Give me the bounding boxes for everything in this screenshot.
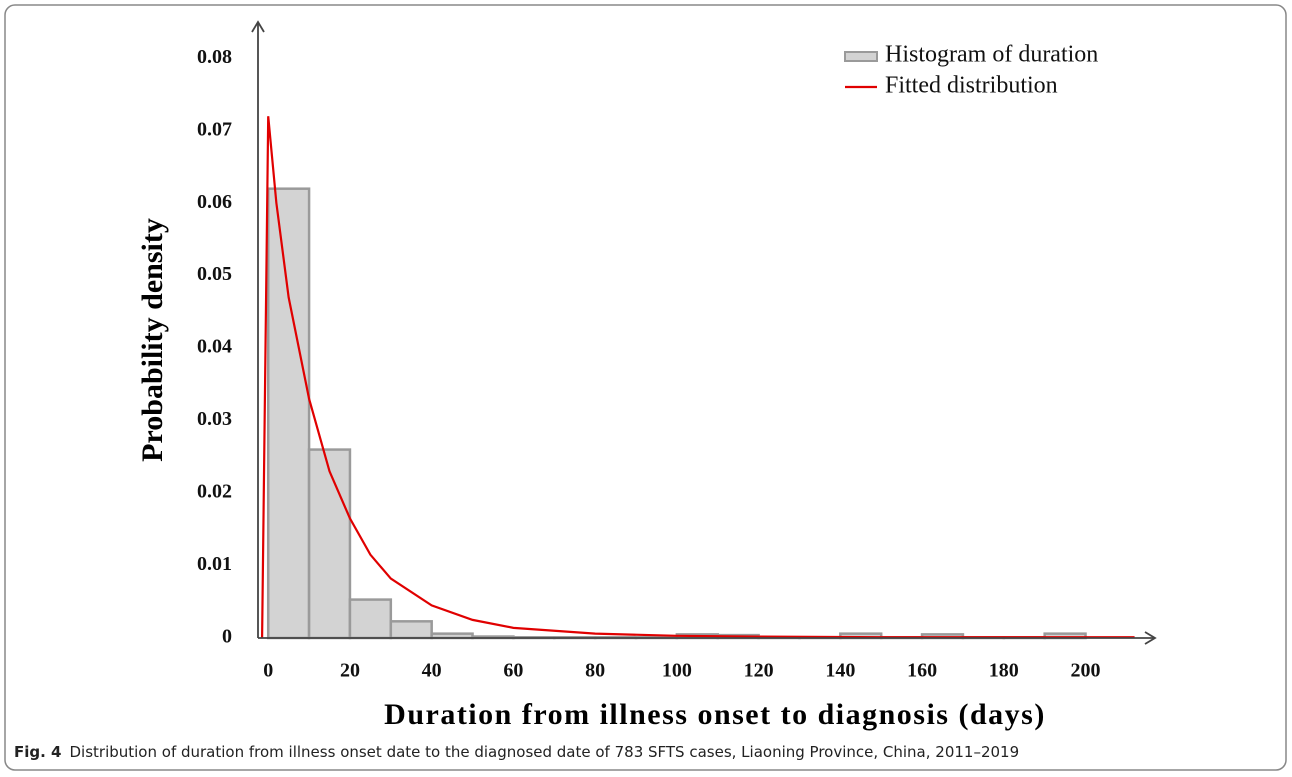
y-tick-label: 0.06 xyxy=(197,191,232,213)
histogram-bar xyxy=(307,448,352,640)
y-tick-label: 0.03 xyxy=(197,408,232,430)
x-tick-label: 180 xyxy=(989,660,1019,682)
y-axis-label: Probability density xyxy=(136,218,169,462)
legend-label: Fitted distribution xyxy=(885,73,1058,99)
x-tick-label: 40 xyxy=(422,660,442,682)
caption: Fig. 4 Distribution of duration from illn… xyxy=(14,743,1019,761)
x-tick-label: 200 xyxy=(1071,660,1101,682)
legend-label: Histogram of duration xyxy=(885,42,1098,68)
frame xyxy=(4,4,1287,771)
x-tick-label: 100 xyxy=(662,660,692,682)
x-tick-label: 140 xyxy=(825,660,855,682)
histogram-bar xyxy=(348,598,393,640)
histogram-bar xyxy=(266,187,311,640)
x-tick-label: 60 xyxy=(503,660,523,682)
y-tick-label: 0.04 xyxy=(197,336,232,358)
x-tick-label: 80 xyxy=(585,660,605,682)
fitted-line xyxy=(260,116,1135,639)
y-tick-label: 0.02 xyxy=(197,481,232,503)
y-tick-label: 0.05 xyxy=(197,263,232,285)
caption-text: Distribution of duration from illness on… xyxy=(69,743,1019,761)
x-tick-label: 20 xyxy=(340,660,360,682)
y-tick-label: 0.07 xyxy=(197,118,232,140)
y-tick-label: 0.08 xyxy=(197,46,232,68)
x-tick-label: 0 xyxy=(263,660,273,682)
x-tick-label: 160 xyxy=(907,660,937,682)
x-axis-label: Duration from illness onset to diagnosis… xyxy=(384,698,1046,731)
x-axis-arrow xyxy=(1144,631,1157,645)
y-axis-arrow xyxy=(251,20,265,33)
x-tick-label: 120 xyxy=(744,660,774,682)
legend-swatch xyxy=(844,51,878,62)
caption-label: Fig. 4 xyxy=(14,743,61,761)
y-tick-label: 0.01 xyxy=(197,553,232,575)
y-tick-label: 0 xyxy=(222,626,232,648)
histogram-bar xyxy=(389,620,433,640)
